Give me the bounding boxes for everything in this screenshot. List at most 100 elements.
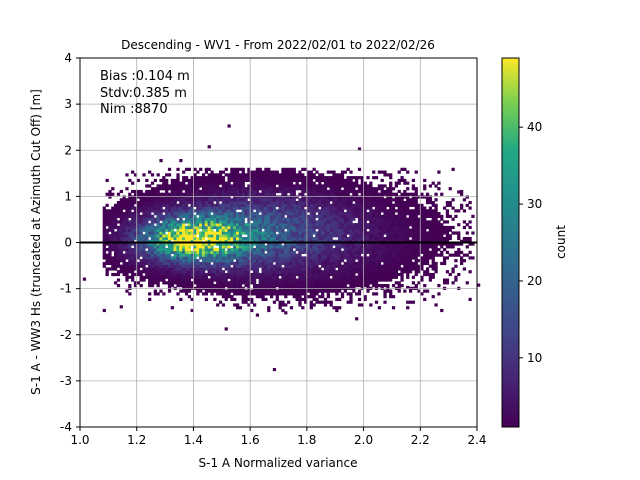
- heatmap-cell: [224, 256, 228, 260]
- heatmap-cell: [372, 231, 376, 235]
- heatmap-cell: [238, 214, 243, 218]
- heatmap-cell: [400, 198, 404, 202]
- heatmap-cell: [133, 220, 138, 224]
- heatmap-cell: [411, 250, 416, 254]
- heatmap-cell: [230, 206, 234, 210]
- heatmap-cell: [272, 253, 277, 257]
- heatmap-cell: [244, 212, 248, 216]
- heatmap-cell: [148, 217, 152, 221]
- heatmap-cell: [383, 228, 387, 232]
- heatmap-cell: [420, 223, 424, 227]
- heatmap-cell: [145, 189, 149, 194]
- heatmap-cell: [153, 292, 157, 296]
- heatmap-cell: [230, 189, 234, 194]
- heatmap-cell: [434, 270, 438, 274]
- heatmap-cell: [451, 225, 455, 230]
- heatmap-cell: [360, 275, 364, 279]
- heatmap-cell: [321, 220, 325, 224]
- heatmap-cell: [363, 206, 367, 210]
- heatmap-cell: [238, 250, 243, 254]
- heatmap-cell: [235, 267, 240, 271]
- heatmap-cell: [332, 239, 336, 243]
- heatmap-cell: [227, 187, 231, 191]
- heatmap-cell: [312, 198, 316, 202]
- heatmap-cell: [394, 225, 398, 230]
- heatmap-cell: [207, 270, 211, 274]
- heatmap-cell: [230, 170, 234, 174]
- heatmap-cell: [374, 292, 379, 296]
- heatmap-cell: [230, 223, 234, 227]
- heatmap-cell: [241, 239, 245, 243]
- heatmap-cell: [315, 203, 319, 207]
- heatmap-cell: [437, 236, 441, 241]
- heatmap-cell: [312, 267, 316, 271]
- heatmap-cell: [193, 270, 197, 274]
- heatmap-cell: [210, 187, 214, 191]
- heatmap-cell: [153, 236, 157, 241]
- heatmap-cell: [287, 234, 291, 238]
- heatmap-cell: [352, 206, 356, 210]
- heatmap-cell: [145, 209, 149, 213]
- heatmap-cell: [284, 261, 288, 266]
- heatmap-cell: [301, 234, 305, 238]
- heatmap-cell: [261, 220, 265, 224]
- heatmap-cell: [156, 173, 160, 177]
- heatmap-cell: [207, 184, 211, 188]
- heatmap-cell: [440, 214, 444, 218]
- heatmap-cell: [272, 203, 277, 207]
- heatmap-cell: [408, 212, 413, 216]
- heatmap-cell: [397, 239, 401, 243]
- heatmap-cell: [386, 192, 390, 196]
- heatmap-cell: [377, 275, 381, 279]
- heatmap-cell: [244, 267, 248, 271]
- heatmap-cell: [295, 295, 299, 299]
- heatmap-cell: [315, 275, 319, 279]
- heatmap-cell: [139, 242, 143, 246]
- heatmap-cell: [207, 234, 211, 238]
- heatmap-cell: [230, 228, 234, 232]
- heatmap-cell: [167, 267, 172, 271]
- heatmap-cell: [218, 212, 223, 216]
- heatmap-cell: [394, 234, 398, 238]
- heatmap-cell: [261, 209, 265, 213]
- heatmap-cell: [182, 284, 186, 288]
- heatmap-cell: [111, 231, 115, 235]
- heatmap-cell: [284, 203, 288, 207]
- heatmap-cell: [258, 195, 262, 199]
- heatmap-cell: [278, 278, 282, 282]
- heatmap-cell: [431, 248, 435, 252]
- heatmap-cell: [349, 170, 353, 174]
- heatmap-cell: [298, 281, 302, 285]
- heatmap-cell: [111, 242, 115, 246]
- heatmap-cell: [116, 270, 121, 274]
- heatmap-cell: [150, 223, 155, 227]
- heatmap-cell: [136, 223, 140, 227]
- heatmap-cell: [321, 264, 325, 268]
- heatmap-cell: [289, 278, 294, 282]
- heatmap-cell: [145, 259, 149, 263]
- heatmap-cell: [346, 225, 350, 230]
- heatmap-cell: [190, 214, 194, 218]
- heatmap-cell: [133, 284, 138, 288]
- heatmap-cell: [221, 225, 226, 230]
- heatmap-cell: [207, 203, 211, 207]
- heatmap-cell: [315, 242, 319, 246]
- heatmap-cell: [355, 275, 359, 279]
- heatmap-cell: [173, 187, 177, 191]
- heatmap-cell: [369, 195, 373, 199]
- heatmap-cell: [139, 203, 143, 207]
- heatmap-cell: [162, 217, 166, 221]
- heatmap-cell: [321, 272, 325, 277]
- heatmap-cell: [250, 206, 254, 210]
- heatmap-cell: [167, 187, 172, 191]
- heatmap-cell: [374, 187, 379, 191]
- heatmap-cell: [128, 198, 132, 202]
- heatmap-cell: [360, 225, 364, 230]
- heatmap-cell: [323, 303, 328, 307]
- heatmap-cell: [326, 248, 330, 252]
- heatmap-cell: [244, 206, 248, 210]
- heatmap-cell: [306, 239, 311, 243]
- heatmap-cell: [355, 264, 359, 268]
- heatmap-cell: [315, 200, 319, 205]
- heatmap-cell: [162, 253, 166, 257]
